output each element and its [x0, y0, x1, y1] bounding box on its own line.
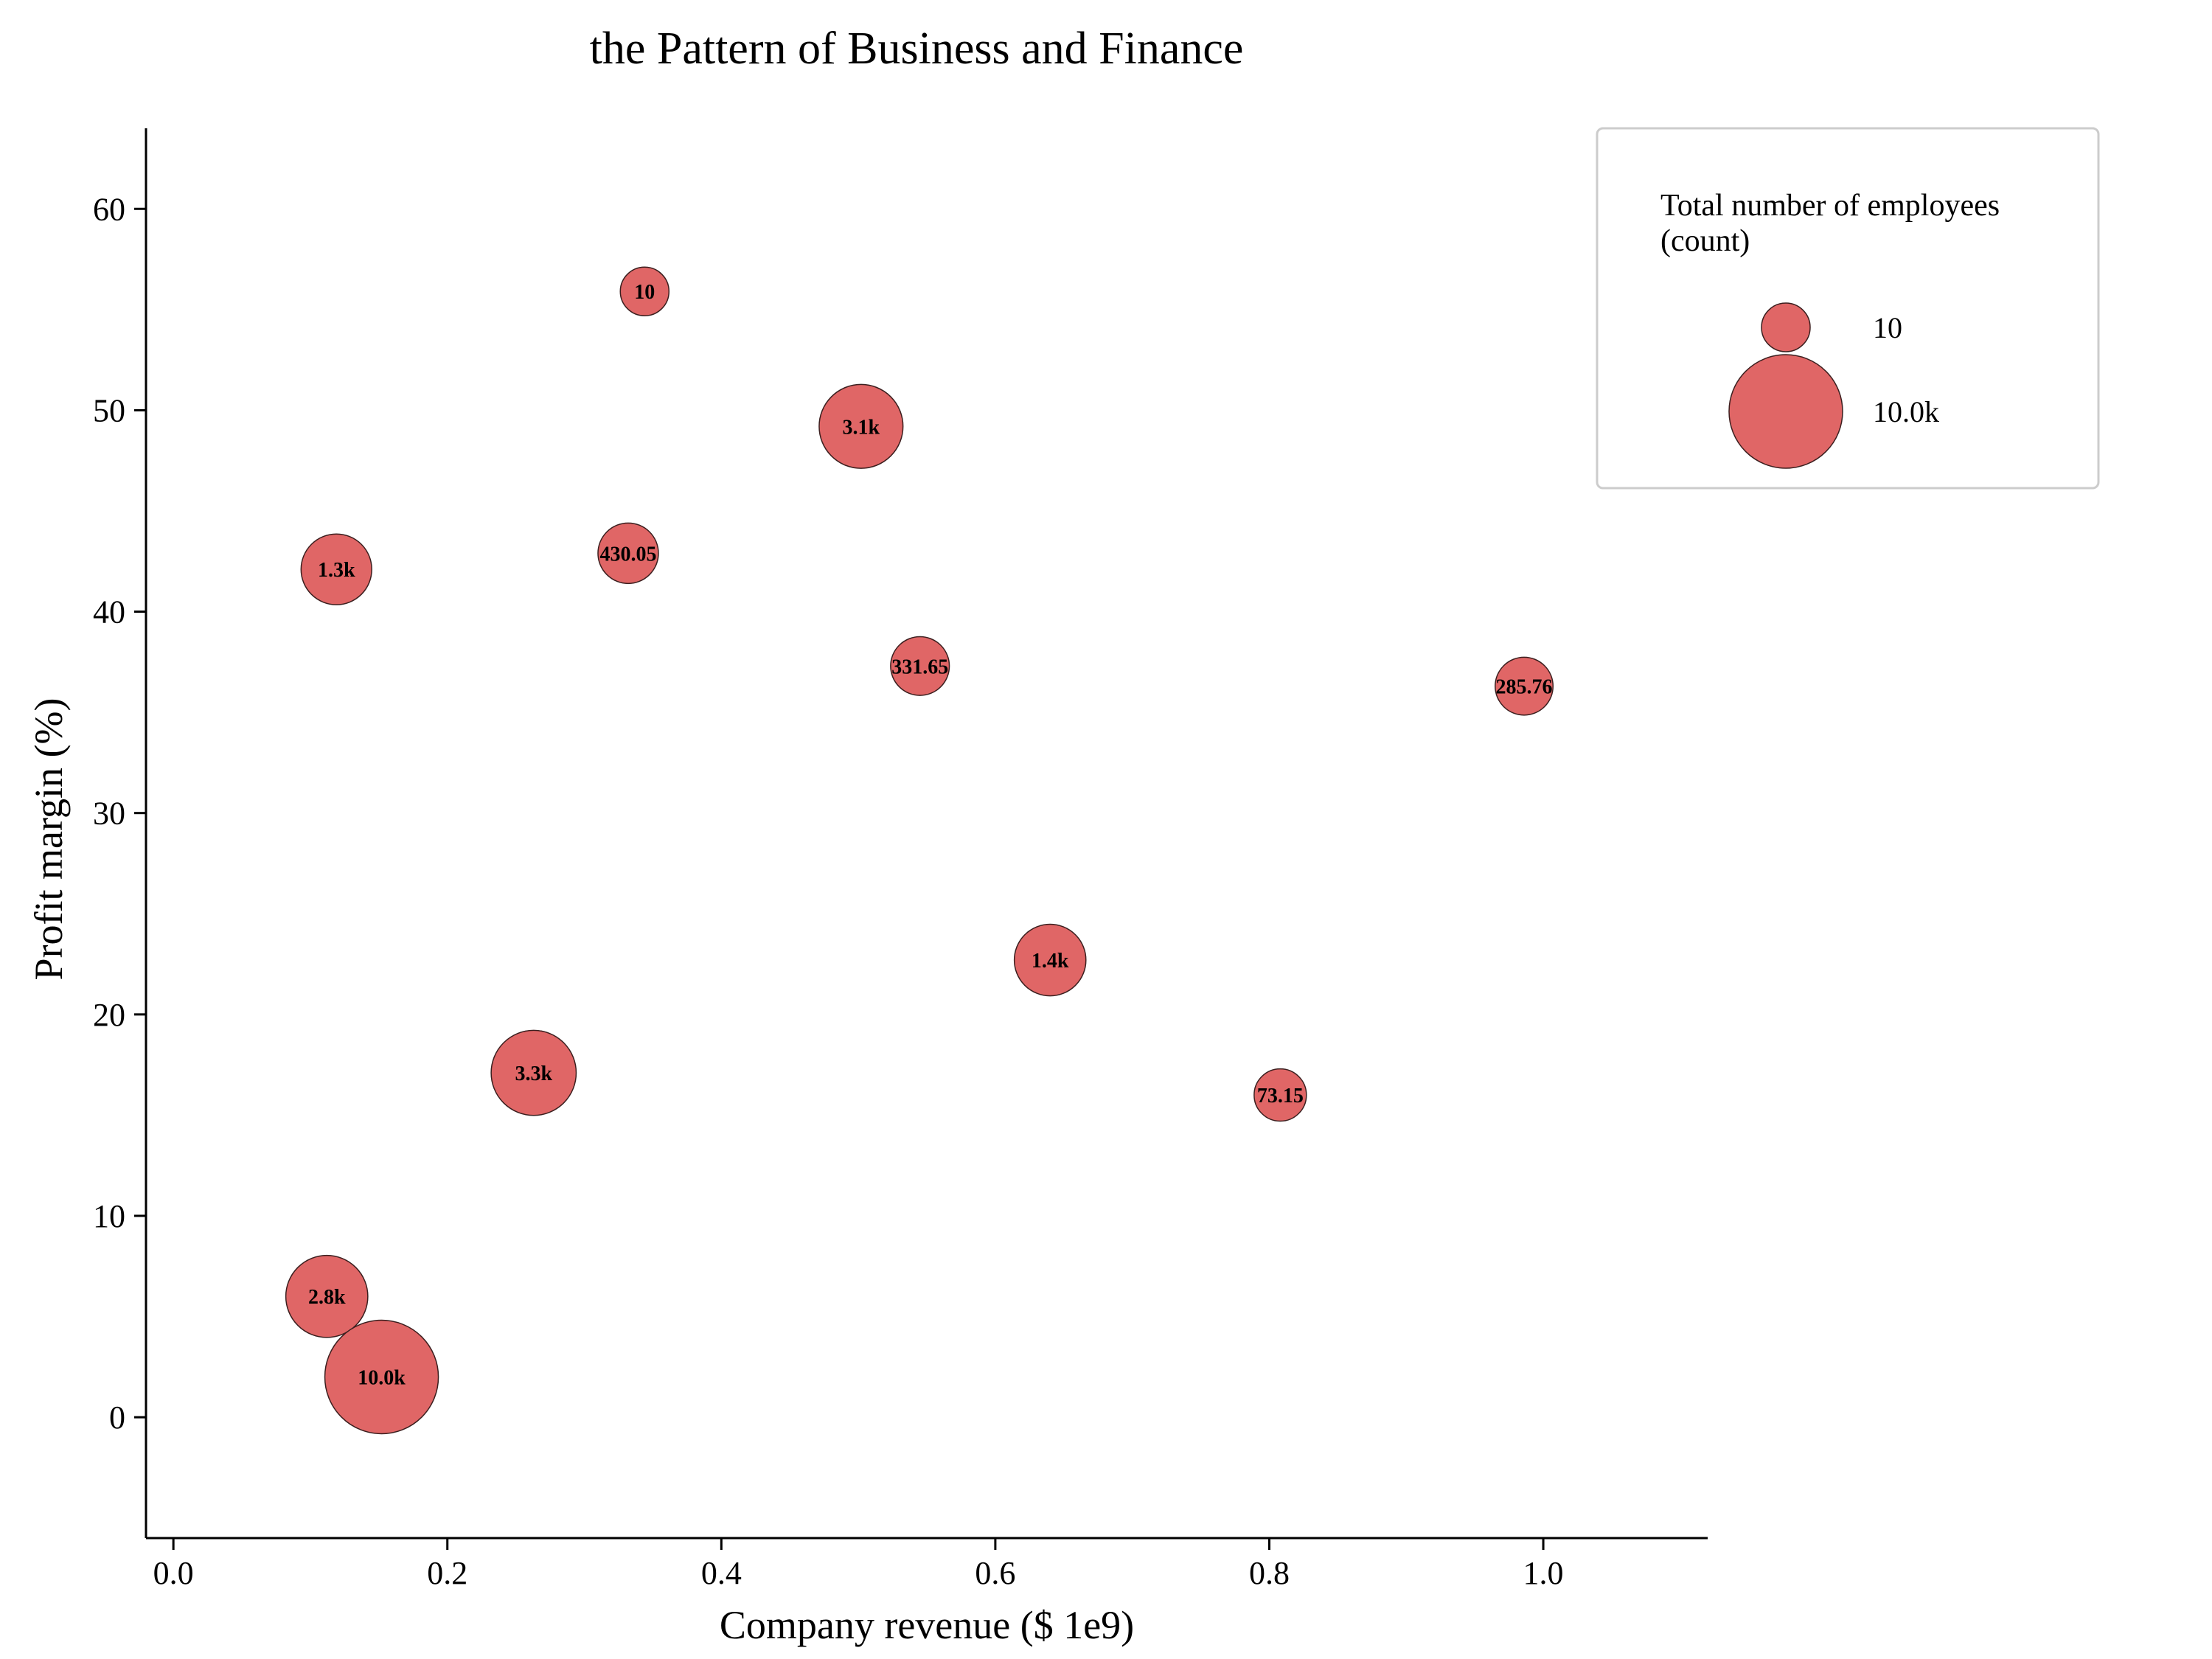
bubbles: 10 3.1k 1.3k 430.05 331.65 285.76 1.4k 3.3k 73.1… — [285, 266, 1554, 1435]
bubble-label: 331.65 — [891, 655, 948, 678]
y-tick-label: 20 — [93, 997, 125, 1033]
y-tick-label: 0 — [109, 1399, 125, 1436]
x-tick-label: 1.0 — [1523, 1555, 1564, 1591]
x-tick-label: 0.4 — [701, 1555, 742, 1591]
bubble-label: 2.8k — [308, 1286, 346, 1309]
bubble-label: 1.3k — [318, 559, 355, 582]
x-tick-label: 0.2 — [427, 1555, 467, 1591]
x-axis-label: Company revenue ($ 1e9) — [720, 1603, 1134, 1647]
x-ticks: 0.0 0.2 0.4 0.6 0.8 1.0 — [153, 1538, 1564, 1591]
y-tick-label: 10 — [93, 1198, 125, 1234]
x-tick-label: 0.0 — [153, 1555, 194, 1591]
legend-label: 10 — [1873, 311, 1902, 344]
y-ticks: 0 10 20 30 40 50 60 — [93, 191, 146, 1436]
bubble — [300, 533, 372, 605]
legend-entries: 10 10.0k — [1728, 302, 1939, 469]
legend-title: Total number of employees (count) — [1660, 189, 2000, 258]
y-tick-label: 30 — [93, 796, 125, 832]
y-axis-label: Profit margin (%) — [27, 698, 71, 981]
bubble — [285, 1254, 369, 1338]
legend-title-line: Total number of employees — [1660, 189, 2000, 223]
bubble-label: 3.1k — [843, 416, 880, 439]
bubble-label: 285.76 — [1496, 676, 1553, 699]
y-tick-label: 50 — [93, 392, 125, 428]
bubble-label: 3.3k — [515, 1062, 552, 1085]
axes: 0.0 0.2 0.4 0.6 0.8 1.0 0 10 20 30 40 50 60 — [93, 128, 1708, 1591]
legend-bubble — [1761, 302, 1811, 352]
y-tick-label: 60 — [93, 191, 125, 227]
legend: Total number of employees (count) 10 10.0k — [1596, 127, 2100, 490]
bubble-label: 10.0k — [358, 1366, 406, 1389]
chart-title: the Pattern of Business and Finance — [590, 24, 1244, 74]
x-tick-label: 0.6 — [975, 1555, 1015, 1591]
bubble — [597, 522, 659, 585]
legend-title-line: (count) — [1660, 224, 1750, 258]
bubble — [818, 383, 904, 469]
legend-bubble — [1728, 354, 1843, 469]
y-tick-label: 40 — [93, 594, 125, 630]
legend-frame — [1596, 127, 2100, 490]
bubble-label: 430.05 — [599, 543, 656, 566]
bubble — [1013, 923, 1087, 997]
legend-label: 10.0k — [1873, 395, 1939, 428]
bubble-label: 73.15 — [1257, 1085, 1304, 1107]
bubble-label: 10 — [634, 281, 655, 304]
bubble — [1495, 656, 1554, 716]
bubble — [490, 1029, 577, 1116]
bubble — [324, 1319, 439, 1435]
bubble — [1253, 1068, 1307, 1122]
bubble-label: 1.4k — [1032, 950, 1069, 973]
bubble — [619, 266, 670, 316]
bubble — [890, 636, 950, 696]
x-tick-label: 0.8 — [1249, 1555, 1290, 1591]
